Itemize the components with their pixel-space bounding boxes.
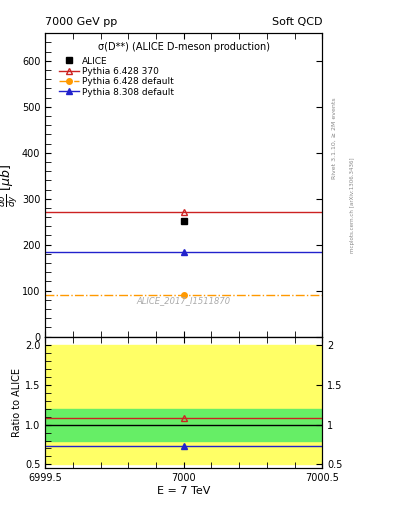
Text: 7000 GeV pp: 7000 GeV pp <box>45 16 118 27</box>
Text: σ(D**) (ALICE D-meson production): σ(D**) (ALICE D-meson production) <box>98 42 270 52</box>
Text: ALICE_2017_I1511870: ALICE_2017_I1511870 <box>137 296 231 305</box>
Text: mcplots.cern.ch [arXiv:1306.3436]: mcplots.cern.ch [arXiv:1306.3436] <box>350 157 355 252</box>
Text: Rivet 3.1.10, ≥ 2M events: Rivet 3.1.10, ≥ 2M events <box>332 97 337 179</box>
Text: Soft QCD: Soft QCD <box>272 16 322 27</box>
Bar <box>45 409 322 440</box>
X-axis label: E = 7 TeV: E = 7 TeV <box>157 486 210 496</box>
Y-axis label: Ratio to ALICE: Ratio to ALICE <box>12 368 22 437</box>
Legend: ALICE, Pythia 6.428 370, Pythia 6.428 default, Pythia 8.308 default: ALICE, Pythia 6.428 370, Pythia 6.428 de… <box>55 53 178 100</box>
Y-axis label: $\frac{d\sigma}{dy}\ [\mu b]$: $\frac{d\sigma}{dy}\ [\mu b]$ <box>0 163 20 206</box>
